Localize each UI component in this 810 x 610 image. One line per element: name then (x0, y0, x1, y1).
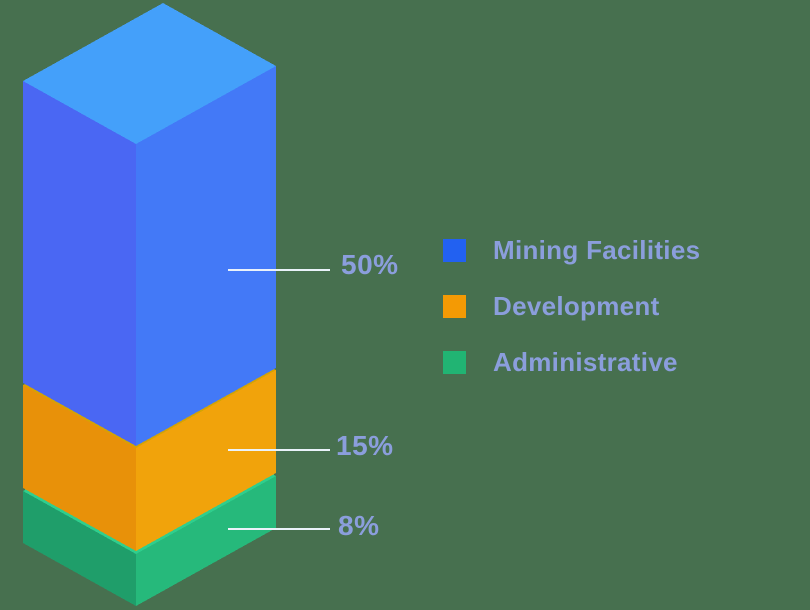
legend-label-development: Development (493, 291, 660, 321)
legend-swatch-administrative-icon (443, 351, 466, 374)
legend-swatch-development-color (443, 295, 466, 318)
legend: Mining Facilities Development Administra… (443, 235, 700, 407)
legend-swatch-development-icon (443, 295, 466, 318)
legend-item-mining-facilities: Mining Facilities (443, 235, 700, 265)
value-label-mining-facilities: 50% (341, 249, 399, 280)
development-left-face (23, 385, 136, 551)
value-label-administrative: 8% (338, 510, 380, 541)
mining-facilities-top-face (23, 3, 276, 144)
legend-swatch-mining-facilities-icon (443, 239, 466, 262)
development-right-face (136, 370, 276, 551)
legend-item-development: Development (443, 291, 700, 321)
legend-swatch-mining-facilities-color (443, 239, 466, 262)
mining-facilities-right-face (136, 66, 276, 446)
legend-label-administrative: Administrative (493, 347, 678, 377)
legend-swatch-administrative-color (443, 351, 466, 374)
legend-item-administrative: Administrative (443, 347, 700, 377)
mining-facilities-left-face (23, 81, 136, 446)
value-label-development: 15% (336, 430, 394, 461)
administrative-left-face (23, 491, 136, 606)
administrative-right-face (136, 476, 276, 606)
legend-label-mining-facilities: Mining Facilities (493, 235, 701, 265)
segment-mining-facilities (23, 3, 276, 446)
